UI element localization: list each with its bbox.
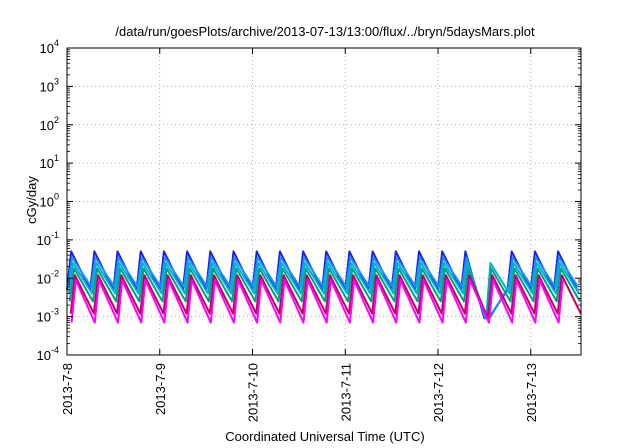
y-tick-label: 10-3 <box>37 307 59 325</box>
y-tick-label: 104 <box>40 38 59 56</box>
y-tick-label: 10-4 <box>37 345 59 363</box>
y-tick-label: 10-2 <box>37 268 59 286</box>
plot-frame <box>66 47 582 356</box>
y-tick-label: 100 <box>40 192 59 210</box>
series-group <box>66 250 582 324</box>
axes: 10-4 10-3 10-2 10-1 100 101 102 103 104 2013-7-8 2… <box>37 38 582 422</box>
x-tick-label: 2013-7-10 <box>246 363 261 422</box>
x-axis-label: Coordinated Universal Time (UTC) <box>225 429 424 444</box>
y-axis-label: cGy/day <box>24 176 39 224</box>
chart-title: /data/run/goesPlots/archive/2013-07-13/1… <box>115 24 535 39</box>
x-tick-label: 2013-7-12 <box>431 363 446 422</box>
y-tick-label: 102 <box>40 115 59 133</box>
series-line <box>67 262 580 320</box>
x-tick-label: 2013-7-9 <box>153 363 168 415</box>
x-tick-label: 2013-7-11 <box>338 363 353 421</box>
y-tick-label: 10-1 <box>37 230 59 248</box>
x-tick-label: 2013-7-13 <box>524 363 539 422</box>
series-line <box>69 274 582 320</box>
series-line <box>68 267 581 320</box>
y-tick-label: 103 <box>40 76 59 94</box>
series-line <box>70 279 564 324</box>
x-tick-label: 2013-7-8 <box>60 363 75 415</box>
y-tick-label: 101 <box>40 153 59 171</box>
